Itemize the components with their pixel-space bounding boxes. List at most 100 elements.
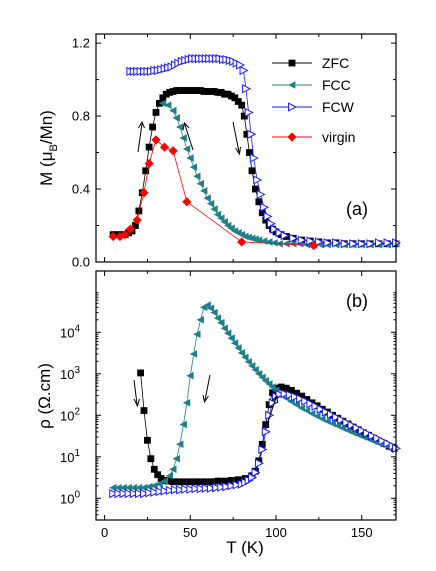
b-point-fcw-1	[114, 488, 124, 499]
b-point-fcw-7	[145, 488, 155, 498]
a-point-zfc-35	[231, 94, 239, 102]
a-point-zfc-17	[169, 88, 177, 95]
a-point-fcw-48	[306, 236, 316, 246]
a-point-fcw-49	[314, 237, 324, 247]
a-point-fcw-37	[249, 153, 259, 163]
b-point-zfc-9	[169, 478, 177, 486]
a-point-fcc-11	[200, 187, 208, 195]
b-point-zfc-15	[207, 478, 215, 486]
b-point-fcw-53	[362, 428, 372, 438]
b-point-fcc-32	[237, 349, 246, 357]
legend-label: ZFC	[322, 55, 349, 71]
a-point-zfc-36	[234, 98, 242, 105]
a-point-zfc-34	[228, 92, 235, 100]
b-ytick-label: 101	[60, 448, 80, 465]
a-point-zfc-11	[149, 123, 156, 131]
a-point-fcw-38	[253, 175, 263, 185]
b-point-fcw-30	[254, 458, 264, 468]
a-point-fcw-45	[280, 230, 290, 241]
a-point-zfc-6	[132, 222, 139, 229]
a-point-fcw-40	[260, 202, 270, 212]
b-point-fcc-19	[193, 330, 201, 338]
b-point-fcc-14	[176, 440, 184, 449]
a-point-zfc-38	[240, 112, 248, 120]
a-point-zfc-24	[193, 87, 201, 94]
a-point-virgin-3	[125, 224, 135, 234]
b-point-fcc-24	[210, 308, 218, 317]
b-point-fcw-32	[261, 427, 271, 437]
b-point-fcw-12	[170, 485, 180, 495]
b-point-fcc-12	[169, 465, 177, 474]
b-ytick-exp: 1	[74, 448, 80, 459]
a-point-fcw-36	[247, 129, 257, 139]
b-ytick-exp: 4	[74, 323, 80, 334]
b-point-fcw-55	[373, 433, 383, 443]
a-point-fcc-33	[289, 239, 297, 248]
b-point-fcc-37	[254, 370, 263, 378]
legend-label: virgin	[322, 129, 355, 145]
b-ytick-exp: 3	[74, 365, 80, 376]
b-point-fcc-17	[186, 371, 194, 380]
panel-a-ylabel: M (μB/Mn)	[37, 110, 60, 186]
a-point-virgin-6	[144, 158, 154, 169]
b-point-fcc-10	[160, 477, 168, 485]
a-ytick-label: 0.4	[72, 182, 90, 197]
a-point-zfc-9	[142, 167, 150, 175]
legend-label: FCC	[322, 77, 351, 93]
a-point-fcw-39	[256, 189, 266, 200]
b-point-fcc-23	[206, 304, 215, 313]
b-point-fcw-14	[181, 484, 191, 494]
b-point-fcw-48	[337, 415, 347, 425]
legend-marker	[288, 59, 296, 67]
a-point-fcw-56	[374, 238, 384, 248]
a-point-zfc-19	[176, 87, 184, 94]
b-point-zfc-28	[272, 384, 280, 392]
b-point-fcc-27	[220, 324, 228, 333]
b-point-fcw-10	[160, 486, 170, 496]
b-point-fcc-49	[308, 409, 316, 418]
b-point-fcc-20	[196, 316, 204, 324]
b-point-fcw-20	[212, 483, 222, 493]
b-point-fcc-39	[261, 376, 270, 385]
b-point-fcc-35	[248, 362, 256, 370]
b-point-fcc-16	[182, 399, 191, 407]
a-point-fcc-10	[196, 179, 204, 188]
b-point-fcw-6	[140, 488, 150, 499]
a-series-fcc	[158, 99, 400, 249]
b-point-zfc-32	[293, 389, 300, 397]
b-point-zfc-29	[277, 383, 285, 391]
legend-item-fcw: FCW	[272, 99, 355, 115]
a-point-zfc-4	[125, 229, 132, 237]
b-ytick-exp: 0	[74, 489, 80, 500]
a-point-virgin-8	[159, 142, 170, 152]
b-point-zfc-4	[150, 465, 158, 473]
b-ytick-label: 102	[60, 406, 80, 423]
a-series-zfc	[109, 87, 400, 248]
b-point-fcw-9	[155, 486, 165, 497]
b-point-fcc-33	[241, 353, 249, 362]
legend-item-fcc: FCC	[272, 77, 351, 93]
b-point-zfc-11	[180, 478, 187, 486]
a-point-fcc-2	[169, 106, 177, 115]
a-point-zfc-26	[200, 88, 208, 95]
b-point-fcc-55	[338, 424, 347, 432]
a-point-fcw-53	[349, 239, 359, 249]
a-point-fcw-46	[289, 233, 299, 243]
legend-item-zfc: ZFC	[272, 55, 349, 71]
b-point-fcc-41	[268, 383, 276, 391]
b-point-fcw-3	[124, 488, 134, 499]
b-point-fcw-16	[191, 484, 201, 494]
arrow-up-3	[267, 394, 278, 423]
b-point-fcc-13	[172, 454, 180, 463]
a-ytick-label: 0.0	[72, 255, 90, 270]
panel-a-frame	[95, 33, 397, 263]
panel-a-series	[108, 54, 402, 251]
a-point-fcw-51	[332, 238, 342, 248]
b-ytick-base: 10	[60, 408, 74, 423]
a-point-fcc-12	[203, 194, 211, 202]
arrow-up-2	[182, 121, 194, 151]
b-point-fcw-22	[222, 482, 232, 492]
a-point-zfc-20	[180, 87, 187, 94]
panel-a-axis-ticks: 0.0 0.4 0.8 1.2	[72, 34, 396, 270]
b-ytick-exp: 2	[74, 406, 80, 417]
